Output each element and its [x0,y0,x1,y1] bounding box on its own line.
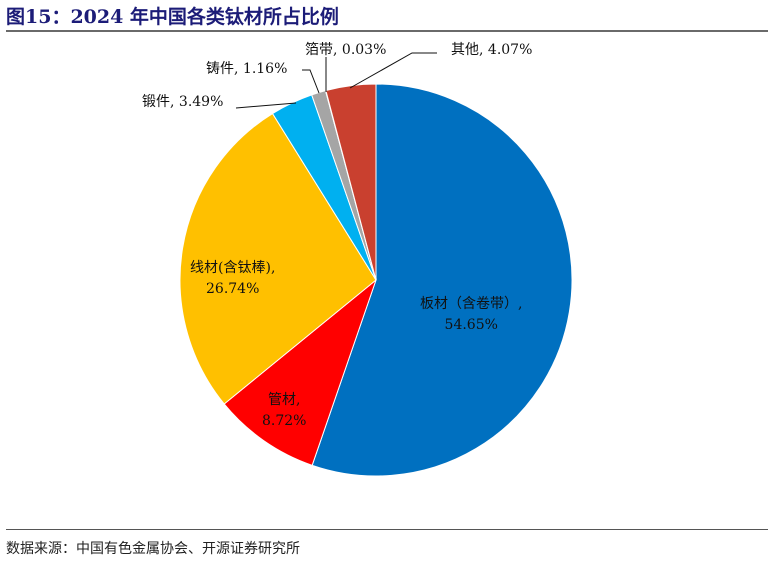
pie-slice-0 [311,83,573,477]
slice-label-other: 其他, 4.07% [451,42,533,58]
leader-line-casting [302,69,320,94]
slice-label-tube: 管材, 8.72% [262,390,306,432]
source-note: 数据来源：中国有色金属协会、开源证券研究所 [6,541,300,557]
leader-line-other [349,52,437,89]
slice-value: 0.03% [341,42,387,58]
slice-name: 其他 [451,42,479,58]
title-divider [6,30,768,32]
pie-slice-1 [223,278,378,466]
pie-slice-2 [179,112,377,405]
leader-line-forging [235,102,297,109]
slice-label-forging: 锻件, 3.49% [142,94,224,110]
slice-name: 管材 [268,392,297,408]
slice-name: 箔带 [305,42,333,58]
slice-value: 54.65% [444,317,498,333]
slice-name: 线材(含钛棒) [190,260,271,276]
slice-name: 铸件 [206,61,234,77]
slice-label-plate: 板材（含卷带）, 54.65% [420,294,522,336]
slice-value: 3.49% [178,94,224,110]
slice-label-foil: 箔带, 0.03% [305,42,387,58]
slice-value: 4.07% [487,42,533,58]
slice-value: 8.72% [262,413,307,429]
slice-name: 板材（含卷带） [420,296,518,312]
slice-value: 26.74% [206,281,260,297]
slice-value: 1.16% [242,61,288,77]
figure-title: 图15：2024 年中国各类钛材所占比例 [6,6,339,28]
slice-name: 锻件 [142,94,170,110]
slice-label-wire: 线材(含钛棒), 26.74% [190,258,275,300]
source-divider [6,529,768,530]
slice-label-casting: 铸件, 1.16% [206,61,288,77]
